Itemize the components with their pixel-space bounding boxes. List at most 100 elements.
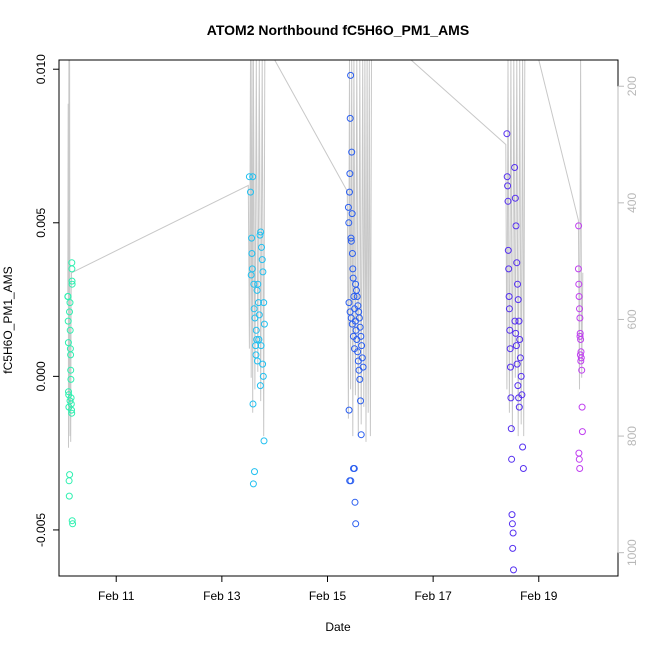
right-tick-label: 400	[625, 193, 639, 213]
right-tick-label: 600	[625, 309, 639, 329]
data-point	[576, 305, 583, 313]
y-axis: -0.005 0.000 0.005 0.010	[34, 54, 59, 547]
data-point	[245, 173, 253, 181]
data-point	[259, 268, 267, 276]
data-point	[252, 351, 260, 359]
data-point	[65, 477, 73, 485]
data-point	[259, 360, 267, 368]
data-point	[506, 345, 514, 353]
data-point	[249, 480, 257, 488]
data-point	[348, 320, 356, 328]
data-point	[258, 256, 266, 264]
data-point	[68, 277, 76, 285]
data-point	[348, 250, 356, 257]
right-axis: 200 400 600 800 1000	[617, 76, 639, 566]
data-point	[504, 182, 512, 190]
data-point	[504, 246, 512, 254]
data-point	[357, 332, 365, 340]
data-point	[64, 293, 72, 300]
data-point	[505, 305, 513, 313]
data-point	[259, 372, 267, 380]
data-point	[508, 455, 516, 463]
data-point	[350, 465, 358, 472]
data-point	[64, 317, 72, 325]
data-point	[350, 293, 358, 300]
data-point	[575, 293, 583, 300]
data-point	[356, 323, 364, 331]
data-point	[260, 299, 268, 307]
data-point	[253, 336, 261, 343]
data-point	[575, 280, 583, 288]
data-point	[65, 388, 72, 396]
data-point	[68, 265, 76, 273]
data-point	[68, 280, 76, 288]
data-point	[250, 280, 258, 288]
data-point	[351, 345, 358, 353]
x-tick-label: Feb 17	[414, 589, 452, 603]
data-point	[249, 173, 257, 181]
data-point	[68, 406, 75, 414]
data-point	[257, 342, 265, 350]
data-point	[352, 520, 360, 528]
data-point	[513, 360, 521, 368]
chart-title: ATOM2 Northbound fC5H6O_PM1_AMS	[207, 22, 469, 38]
data-point	[357, 397, 364, 405]
data-point	[578, 403, 586, 411]
x-tick-label: Feb 15	[309, 589, 347, 603]
data-point	[574, 265, 582, 273]
data-point	[347, 237, 355, 245]
data-point	[347, 71, 355, 79]
data-point	[576, 314, 584, 322]
x-axis-label: Date	[325, 620, 351, 634]
data-point	[66, 299, 74, 307]
data-point	[517, 372, 525, 380]
altitude-line	[67, 60, 584, 448]
data-point	[507, 363, 514, 371]
right-tick-label: 800	[625, 426, 639, 446]
data-point	[346, 114, 354, 122]
data-point	[247, 188, 254, 196]
data-point	[349, 274, 357, 282]
data-point	[260, 437, 268, 445]
data-point	[359, 363, 367, 371]
data-point	[514, 382, 522, 390]
data-point	[516, 336, 524, 343]
right-tick-label: 200	[625, 76, 639, 96]
data-point	[509, 529, 517, 537]
data-point	[578, 428, 586, 436]
data-point	[346, 170, 354, 178]
data-point	[519, 465, 527, 472]
data-point	[260, 320, 268, 328]
data-point	[503, 173, 511, 181]
data-point	[515, 403, 523, 411]
data-point	[255, 336, 263, 343]
data-point	[505, 265, 513, 273]
data-point	[578, 366, 586, 374]
data-point	[507, 394, 515, 402]
data-point	[66, 397, 74, 405]
data-point	[258, 243, 265, 251]
data-point	[575, 449, 583, 457]
data-point	[256, 382, 264, 390]
data-point	[575, 455, 583, 463]
data-point	[575, 222, 583, 230]
data-point	[346, 188, 353, 196]
plot-frame	[58, 59, 619, 577]
data-point	[353, 293, 361, 300]
x-axis: Feb 11 Feb 13 Feb 15 Feb 17 Feb 19	[98, 576, 558, 603]
data-point	[514, 296, 522, 304]
data-point	[64, 339, 72, 347]
data-point	[515, 394, 523, 402]
data-point	[67, 351, 75, 359]
data-point	[67, 375, 75, 383]
data-point	[503, 130, 511, 138]
y-tick-label: 0.010	[34, 54, 48, 84]
data-point	[345, 299, 353, 307]
altitude-trace	[67, 60, 584, 448]
data-point	[66, 326, 74, 334]
y-tick-label: -0.005	[34, 513, 48, 547]
data-point	[576, 465, 584, 472]
data-point	[357, 431, 365, 439]
data-point	[508, 511, 516, 519]
